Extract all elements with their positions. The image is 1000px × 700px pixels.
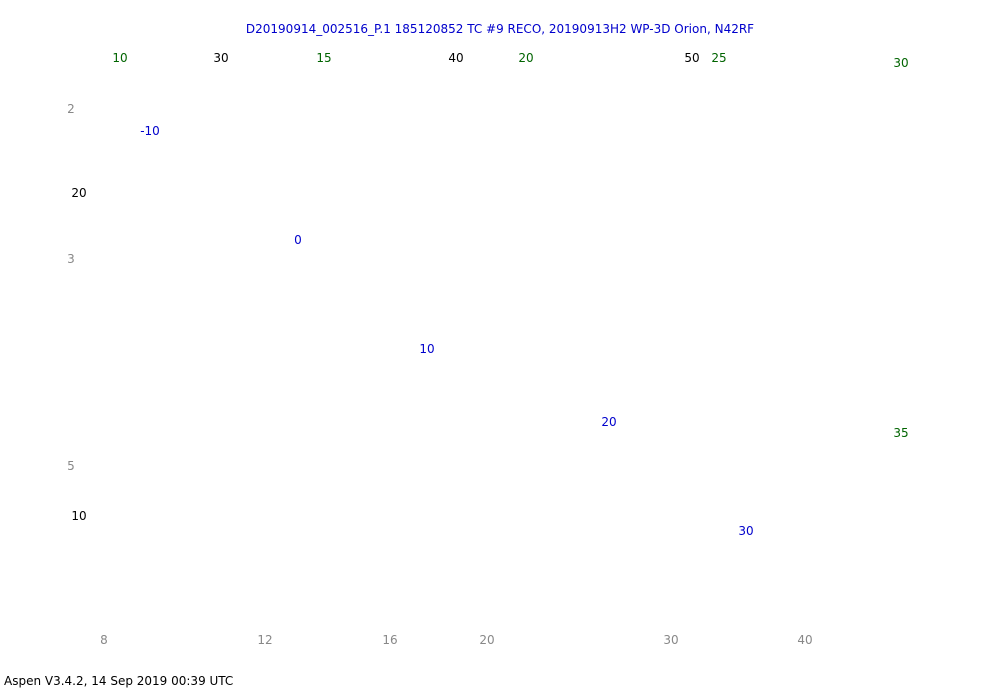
- dry-adiabat-label: 50: [684, 51, 699, 65]
- isotherm-label: 10: [419, 342, 434, 356]
- moist-adiabat-label: 10: [112, 51, 127, 65]
- mixing-ratio-label: 5: [67, 459, 75, 473]
- temperature-tick-label: 16: [382, 633, 397, 647]
- dry-adiabat-label: 40: [448, 51, 463, 65]
- isotherm-label: -10: [140, 124, 160, 138]
- mixing-ratio-label: 3: [67, 252, 75, 266]
- isotherm-label: 20: [601, 415, 616, 429]
- temperature-tick-label: 30: [663, 633, 678, 647]
- axis-labels: 600700800900100081216203040-100102030203…: [67, 51, 908, 647]
- footer-text: Aspen V3.4.2, 14 Sep 2019 00:39 UTC: [4, 674, 234, 688]
- moist-adiabat-label: 20: [518, 51, 533, 65]
- temperature-tick-label: 8: [100, 633, 108, 647]
- temperature-tick-label: 12: [257, 633, 272, 647]
- moist-adiabat-label: 25: [711, 51, 726, 65]
- temperature-tick-label: 20: [479, 633, 494, 647]
- mixing-ratio-label: 2: [67, 102, 75, 116]
- dry-adiabat-label: 30: [213, 51, 228, 65]
- chart-title: D20190914_002516_P.1 185120852 TC #9 REC…: [246, 22, 754, 36]
- isotherm-label: 30: [738, 524, 753, 538]
- temperature-tick-label: 40: [797, 633, 812, 647]
- moist-adiabat-label: 35: [893, 426, 908, 440]
- isotherm-label: 0: [294, 233, 302, 247]
- moist-adiabat-label: 15: [316, 51, 331, 65]
- moist-adiabat-label: 30: [893, 56, 908, 70]
- dry-adiabat-label: 10: [71, 509, 86, 523]
- dry-adiabat-label: 20: [71, 186, 86, 200]
